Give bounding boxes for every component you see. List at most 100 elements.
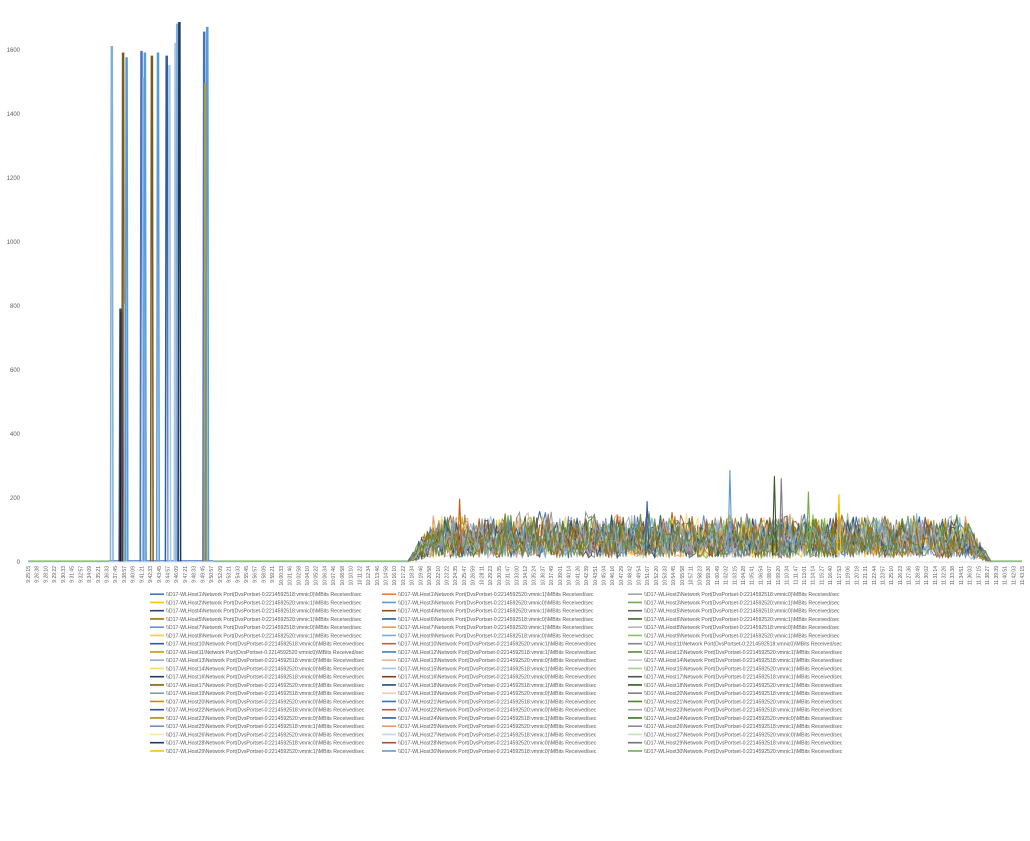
x-tick-label: 11:17:53 bbox=[837, 566, 843, 585]
x-tick-label: 10:54:45 bbox=[671, 566, 677, 586]
x-tick-label: 9:59:21 bbox=[270, 566, 276, 583]
activity-peak-line bbox=[644, 501, 650, 556]
x-tick-label: 11:14:14 bbox=[811, 566, 817, 585]
x-tick-label: 10:34:12 bbox=[523, 566, 529, 586]
x-tick-label: 10:22:10 bbox=[436, 566, 442, 586]
x-tick-label: 10:18:34 bbox=[410, 566, 416, 586]
x-tick-label: 11:06:54 bbox=[758, 566, 764, 585]
legend-entry: \\D17-WLHost19\Network Port(DvsPortset-0… bbox=[382, 691, 597, 697]
legend-entry: \\D17-WLHost4\Network Port(DvsPortset-0:… bbox=[150, 609, 362, 615]
legend-label: \\D17-WLHost23\Network Port(DvsPortset-0… bbox=[644, 708, 843, 714]
legend-entry: \\D17-WLHost11\Network Port(DvsPortset-0… bbox=[150, 650, 364, 656]
x-tick-label: 9:37:45 bbox=[113, 566, 119, 583]
legend-entry: \\D17-WLHost20\Network Port(DvsPortset-0… bbox=[628, 691, 843, 697]
chart-axes: 0 200 400 600 800 1000 1200 1400 1600 9:25:15 9:26… bbox=[7, 48, 1026, 585]
legend-entry: \\D17-WLHost11\Network Port(DvsPortset-0… bbox=[628, 642, 842, 648]
x-tick-label: 10:06:34 bbox=[322, 566, 328, 586]
legend-entry: \\D17-WLHost3\Network Port(DvsPortset-0:… bbox=[382, 600, 594, 606]
legend-entry: \\D17-WLHost14\Network Port(DvsPortset-0… bbox=[628, 658, 843, 664]
legend-label: \\D17-WLHost18\Network Port(DvsPortset-0… bbox=[644, 683, 843, 689]
spike-line bbox=[177, 22, 182, 562]
x-tick-label: 9:58:09 bbox=[261, 566, 267, 583]
legend-label: \\D17-WLHost30\Network Port(DvsPortset-0… bbox=[644, 749, 843, 755]
x-tick-label: 11:32:26 bbox=[942, 566, 948, 585]
x-tick-label: 10:05:22 bbox=[314, 566, 320, 586]
legend-entry: \\D17-WLHost23\Network Port(DvsPortset-0… bbox=[150, 716, 365, 722]
spike-line bbox=[205, 26, 210, 562]
legend-entry: \\D17-WLHost4\Network Port(DvsPortset-0:… bbox=[382, 609, 594, 615]
legend-label: \\D17-WLHost11\Network Port(DvsPortset-0… bbox=[166, 650, 364, 656]
y-tick-label: 1200 bbox=[7, 176, 21, 182]
legend-entry: \\D17-WLHost19\Network Port(DvsPortset-0… bbox=[150, 691, 365, 697]
legend-label: \\D17-WLHost29\Network Port(DvsPortset-0… bbox=[644, 741, 843, 747]
x-tick-label: 10:11:22 bbox=[357, 566, 363, 585]
x-tick-label: 9:56:57 bbox=[253, 566, 259, 583]
x-tick-label: 11:42:03 bbox=[1011, 566, 1017, 585]
x-tick-label: 10:16:10 bbox=[392, 566, 398, 586]
legend-label: \\D17-WLHost6\Network Port(DvsPortset-0:… bbox=[644, 617, 840, 623]
x-tick-label: 10:33:00 bbox=[514, 566, 520, 586]
x-tick-label: 11:04:28 bbox=[741, 566, 747, 585]
legend-entry: \\D17-WLHost29\Network Port(DvsPortset-0… bbox=[150, 749, 365, 755]
x-tick-label: 11:19:06 bbox=[846, 566, 852, 585]
x-tick-label: 11:30:02 bbox=[924, 566, 930, 585]
legend-label: \\D17-WLHost5\Network Port(DvsPortset-0:… bbox=[166, 617, 362, 623]
legend-entry: \\D17-WLHost6\Network Port(DvsPortset-0:… bbox=[628, 617, 840, 623]
legend-entry: \\D17-WLHost10\Network Port(DvsPortset-0… bbox=[150, 642, 365, 648]
legend-entry: \\D17-WLHost10\Network Port(DvsPortset-0… bbox=[382, 642, 597, 648]
legend-entry: \\D17-WLHost29\Network Port(DvsPortset-0… bbox=[628, 741, 843, 747]
legend-entry: \\D17-WLHost2\Network Port(DvsPortset-0:… bbox=[150, 600, 362, 606]
chart-legend: \\D17-WLHost1\Network Port(DvsPortset-0:… bbox=[150, 592, 843, 755]
x-tick-label: 11:10:34 bbox=[785, 566, 791, 585]
x-tick-label: 9:50:57 bbox=[209, 566, 215, 583]
legend-entry: \\D17-WLHost27\Network Port(DvsPortset-0… bbox=[628, 732, 843, 738]
x-tick-label: 10:10:10 bbox=[349, 566, 355, 586]
x-tick-label: 10:13:46 bbox=[375, 566, 381, 586]
legend-label: \\D17-WLHost21\Network Port(DvsPortset-0… bbox=[644, 699, 843, 705]
x-tick-label: 10:57:11 bbox=[689, 566, 695, 585]
x-tick-label: 10:40:14 bbox=[567, 566, 573, 586]
legend-entry: \\D17-WLHost12\Network Port(DvsPortset-0… bbox=[382, 650, 597, 656]
x-tick-label: 11:21:31 bbox=[863, 566, 869, 585]
legend-label: \\D17-WLHost10\Network Port(DvsPortset-0… bbox=[166, 642, 365, 648]
x-tick-label: 10:12:34 bbox=[366, 566, 372, 586]
x-tick-label: 9:47:21 bbox=[183, 566, 189, 583]
y-tick-label: 200 bbox=[10, 496, 21, 502]
x-tick-label: 11:23:57 bbox=[880, 566, 886, 585]
legend-label: \\D17-WLHost13\Network Port(DvsPortset-0… bbox=[398, 658, 597, 664]
x-tick-label: 9:28:10 bbox=[43, 566, 49, 583]
x-tick-label: 10:31:47 bbox=[506, 566, 512, 586]
legend-label: \\D17-WLHost16\Network Port(DvsPortset-0… bbox=[166, 675, 365, 681]
legend-label: \\D17-WLHost30\Network Port(DvsPortset-0… bbox=[398, 749, 597, 755]
legend-entry: \\D17-WLHost6\Network Port(DvsPortset-0:… bbox=[382, 617, 594, 623]
legend-entry: \\D17-WLHost23\Network Port(DvsPortset-0… bbox=[628, 708, 843, 714]
x-tick-label: 10:29:23 bbox=[488, 566, 494, 586]
x-tick-label: 9:44:57 bbox=[166, 566, 172, 583]
legend-label: \\D17-WLHost14\Network Port(DvsPortset-0… bbox=[644, 658, 843, 664]
x-tick-label: 10:00:33 bbox=[279, 566, 285, 586]
x-tick-label: 10:42:39 bbox=[584, 566, 590, 586]
x-tick-label: 10:01:46 bbox=[288, 566, 294, 586]
legend-label: \\D17-WLHost28\Network Port(DvsPortset-0… bbox=[398, 741, 597, 747]
legend-label: \\D17-WLHost23\Network Port(DvsPortset-0… bbox=[166, 716, 365, 722]
legend-label: \\D17-WLHost7\Network Port(DvsPortset-0:… bbox=[398, 625, 594, 631]
legend-entry: \\D17-WLHost7\Network Port(DvsPortset-0:… bbox=[382, 625, 594, 631]
x-tick-label: 10:23:22 bbox=[445, 566, 451, 586]
x-tick-label: 10:41:26 bbox=[575, 566, 581, 586]
x-tick-label: 9:52:09 bbox=[218, 566, 224, 583]
activity-peak-line bbox=[457, 498, 463, 556]
x-tick-label: 9:49:45 bbox=[200, 566, 206, 583]
x-tick-label: 10:51:07 bbox=[645, 566, 651, 586]
legend-label: \\D17-WLHost28\Network Port(DvsPortset-0… bbox=[166, 741, 365, 747]
y-tick-label: 400 bbox=[10, 432, 21, 438]
legend-label: \\D17-WLHost7\Network Port(DvsPortset-0:… bbox=[166, 625, 362, 631]
legend-entry: \\D17-WLHost9\Network Port(DvsPortset-0:… bbox=[382, 633, 594, 639]
legend-label: \\D17-WLHost17\Network Port(DvsPortset-0… bbox=[644, 675, 843, 681]
x-tick-label: 10:36:37 bbox=[540, 566, 546, 586]
legend-label: \\D17-WLHost21\Network Port(DvsPortset-0… bbox=[398, 699, 597, 705]
legend-entry: \\D17-WLHost30\Network Port(DvsPortset-0… bbox=[628, 749, 843, 755]
x-tick-label: 11:40:51 bbox=[1003, 566, 1009, 585]
x-tick-label: 11:38:27 bbox=[985, 566, 991, 585]
legend-entry: \\D17-WLHost15\Network Port(DvsPortset-0… bbox=[628, 666, 843, 672]
